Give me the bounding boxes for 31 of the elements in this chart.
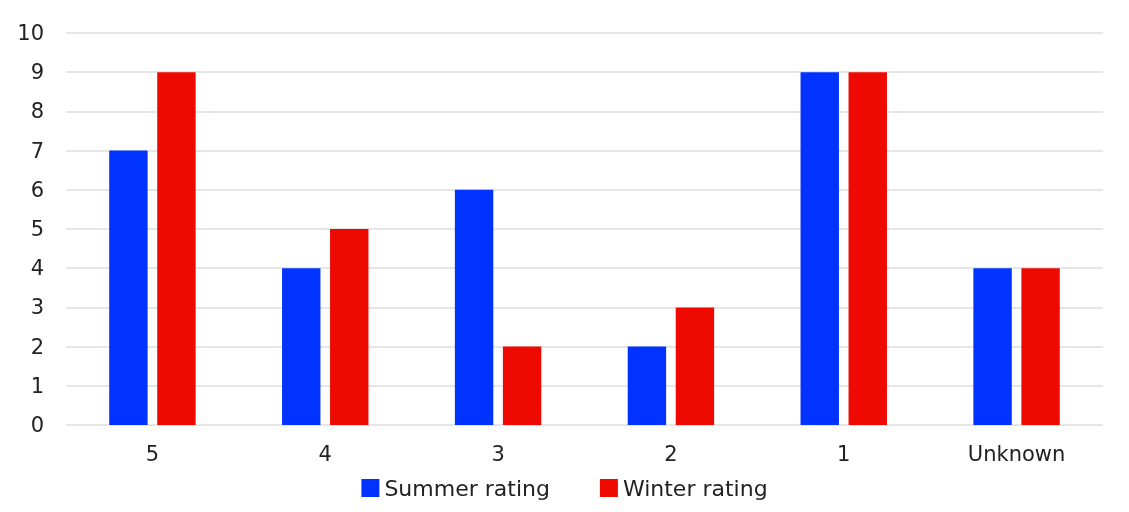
y-tick-label: 4 bbox=[30, 256, 44, 281]
bar bbox=[157, 72, 196, 425]
x-tick-label: 1 bbox=[837, 441, 851, 466]
x-tick-label: 2 bbox=[664, 441, 678, 466]
x-tick-label: 4 bbox=[318, 441, 332, 466]
y-tick-label: 3 bbox=[30, 295, 44, 320]
y-tick-label: 7 bbox=[30, 138, 44, 163]
x-tick-label: 3 bbox=[491, 441, 505, 466]
bar bbox=[627, 346, 667, 425]
y-tick-label: 0 bbox=[30, 413, 44, 437]
bar bbox=[973, 268, 1012, 425]
bar bbox=[1021, 268, 1060, 425]
y-tick-label: 10 bbox=[17, 21, 44, 45]
x-tick-label: Unknown bbox=[967, 441, 1066, 466]
bar bbox=[109, 150, 148, 425]
legend-label: Summer rating bbox=[384, 475, 550, 501]
y-tick-label: 2 bbox=[30, 334, 44, 359]
y-tick-label: 6 bbox=[30, 177, 44, 202]
x-tick-label: 5 bbox=[145, 441, 160, 466]
y-tick-label: 5 bbox=[30, 217, 44, 241]
y-tick-label: 8 bbox=[30, 99, 44, 124]
y-tick-label: 9 bbox=[30, 60, 44, 85]
bar bbox=[848, 72, 887, 425]
bar bbox=[800, 72, 839, 425]
bar bbox=[675, 307, 715, 425]
bar bbox=[502, 346, 542, 425]
bar bbox=[282, 268, 321, 425]
y-tick-label: 1 bbox=[30, 373, 44, 398]
bar bbox=[454, 189, 494, 425]
bar bbox=[330, 229, 369, 425]
legend-label: Winter rating bbox=[622, 475, 768, 501]
